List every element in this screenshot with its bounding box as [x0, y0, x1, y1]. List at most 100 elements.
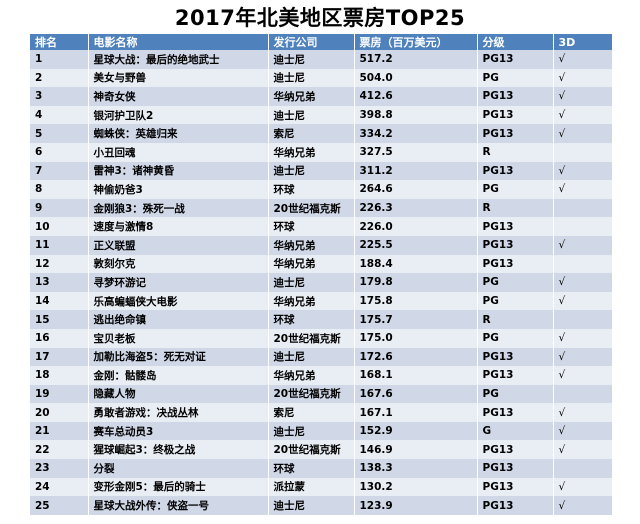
cell-rating: PG13	[477, 105, 554, 125]
table-row: 16 宝贝老板 20世纪福克斯 175.0 PG √	[30, 328, 613, 348]
table-body: 1 星球大战：最后的绝地武士 迪士尼 517.2 PG13 √ 2 美女与野兽 迪士尼 504.0…	[30, 50, 613, 515]
cell-movie: 加勒比海盗5：死无对证	[88, 347, 269, 367]
cell-3d: √	[553, 291, 613, 311]
cell-gross: 264.6	[354, 180, 478, 199]
cell-gross: 412.6	[354, 87, 478, 106]
cell-3d: √	[553, 180, 613, 199]
cell-rating: PG13	[477, 124, 554, 143]
cell-distributor: 环球	[268, 310, 355, 329]
cell-rank: 12	[30, 254, 89, 274]
cell-movie: 隐藏人物	[88, 384, 269, 404]
cell-distributor: 20世纪福克斯	[268, 384, 355, 404]
cell-movie: 星球大战：最后的绝地武士	[88, 50, 269, 69]
table-row: 15 逃出绝命镇 环球 175.7 R	[30, 310, 613, 329]
table-row: 1 星球大战：最后的绝地武士 迪士尼 517.2 PG13 √	[30, 50, 613, 69]
table-row: 13 寻梦环游记 迪士尼 179.8 PG √	[30, 273, 613, 292]
cell-3d	[553, 384, 613, 404]
cell-gross: 138.3	[354, 459, 478, 478]
cell-distributor: 迪士尼	[268, 105, 355, 125]
cell-3d: √	[553, 235, 613, 255]
header-movie: 电影名称	[88, 34, 269, 50]
cell-3d: √	[553, 496, 613, 515]
cell-rank: 7	[30, 161, 89, 181]
cell-3d: √	[553, 440, 613, 460]
cell-rank: 1	[30, 50, 89, 69]
cell-rating: PG13	[477, 161, 554, 181]
table-row: 20 勇敢者游戏：决战丛林 索尼 167.1 PG13 √	[30, 403, 613, 422]
cell-movie: 赛车总动员3	[88, 421, 269, 441]
cell-rating: PG	[477, 273, 554, 292]
box-office-table: 排名 电影名称 发行公司 票房（百万美元） 分级 3D 1 星球大战：最后的绝地武…	[30, 34, 613, 515]
header-gross: 票房（百万美元）	[354, 34, 478, 50]
cell-gross: 175.0	[354, 328, 478, 348]
table-row: 25 星球大战外传：侠盗一号 迪士尼 123.9 PG13 √	[30, 496, 613, 515]
cell-3d: √	[553, 421, 613, 441]
header-3d: 3D	[553, 34, 613, 50]
cell-distributor: 索尼	[268, 124, 355, 143]
cell-movie: 宝贝老板	[88, 328, 269, 348]
cell-rank: 5	[30, 124, 89, 143]
cell-gross: 123.9	[354, 496, 478, 515]
cell-movie: 勇敢者游戏：决战丛林	[88, 403, 269, 422]
cell-3d: √	[553, 403, 613, 422]
cell-distributor: 华纳兄弟	[268, 254, 355, 274]
cell-rating: R	[477, 142, 554, 162]
cell-gross: 146.9	[354, 440, 478, 460]
cell-gross: 179.8	[354, 273, 478, 292]
cell-rank: 4	[30, 105, 89, 125]
cell-distributor: 20世纪福克斯	[268, 198, 355, 218]
table-row: 23 分裂 环球 138.3 PG13	[30, 459, 613, 478]
cell-distributor: 迪士尼	[268, 161, 355, 181]
table-row: 14 乐高蝙蝠侠大电影 华纳兄弟 175.8 PG √	[30, 291, 613, 311]
cell-rating: PG13	[477, 496, 554, 515]
cell-3d: √	[553, 105, 613, 125]
cell-rating: G	[477, 421, 554, 441]
cell-rank: 24	[30, 477, 89, 497]
cell-gross: 188.4	[354, 254, 478, 274]
table-header-row: 排名 电影名称 发行公司 票房（百万美元） 分级 3D	[30, 34, 613, 50]
table-row: 21 赛车总动员3 迪士尼 152.9 G √	[30, 421, 613, 441]
cell-rank: 21	[30, 421, 89, 441]
cell-rating: PG	[477, 68, 554, 88]
cell-rank: 11	[30, 235, 89, 255]
cell-rating: PG13	[477, 347, 554, 367]
cell-distributor: 华纳兄弟	[268, 366, 355, 385]
table-row: 3 神奇女侠 华纳兄弟 412.6 PG13 √	[30, 87, 613, 106]
table-row: 7 雷神3：诸神黄昏 迪士尼 311.2 PG13 √	[30, 161, 613, 181]
cell-gross: 167.1	[354, 403, 478, 422]
cell-3d	[553, 459, 613, 478]
cell-rating: PG13	[477, 440, 554, 460]
cell-rank: 25	[30, 496, 89, 515]
table-row: 18 金刚：骷髅岛 华纳兄弟 168.1 PG13 √	[30, 366, 613, 385]
cell-rating: R	[477, 310, 554, 329]
cell-3d: √	[553, 68, 613, 88]
cell-3d: √	[553, 477, 613, 497]
cell-gross: 225.5	[354, 235, 478, 255]
cell-movie: 神偷奶爸3	[88, 180, 269, 199]
cell-rank: 18	[30, 366, 89, 385]
table-row: 19 隐藏人物 20世纪福克斯 167.6 PG	[30, 384, 613, 404]
cell-gross: 517.2	[354, 50, 478, 69]
cell-gross: 226.0	[354, 217, 478, 236]
cell-distributor: 迪士尼	[268, 273, 355, 292]
cell-3d: √	[553, 124, 613, 143]
cell-movie: 正义联盟	[88, 235, 269, 255]
cell-rank: 2	[30, 68, 89, 88]
cell-movie: 银河护卫队2	[88, 105, 269, 125]
cell-distributor: 迪士尼	[268, 347, 355, 367]
cell-movie: 寻梦环游记	[88, 273, 269, 292]
cell-rank: 9	[30, 198, 89, 218]
cell-3d: √	[553, 161, 613, 181]
cell-rating: PG13	[477, 366, 554, 385]
cell-movie: 逃出绝命镇	[88, 310, 269, 329]
cell-distributor: 环球	[268, 180, 355, 199]
cell-rating: PG13	[477, 50, 554, 69]
cell-rating: PG13	[477, 477, 554, 497]
cell-rating: PG	[477, 291, 554, 311]
cell-distributor: 迪士尼	[268, 50, 355, 69]
cell-rating: PG	[477, 328, 554, 348]
cell-3d	[553, 142, 613, 162]
cell-rank: 16	[30, 328, 89, 348]
cell-movie: 分裂	[88, 459, 269, 478]
cell-rank: 13	[30, 273, 89, 292]
